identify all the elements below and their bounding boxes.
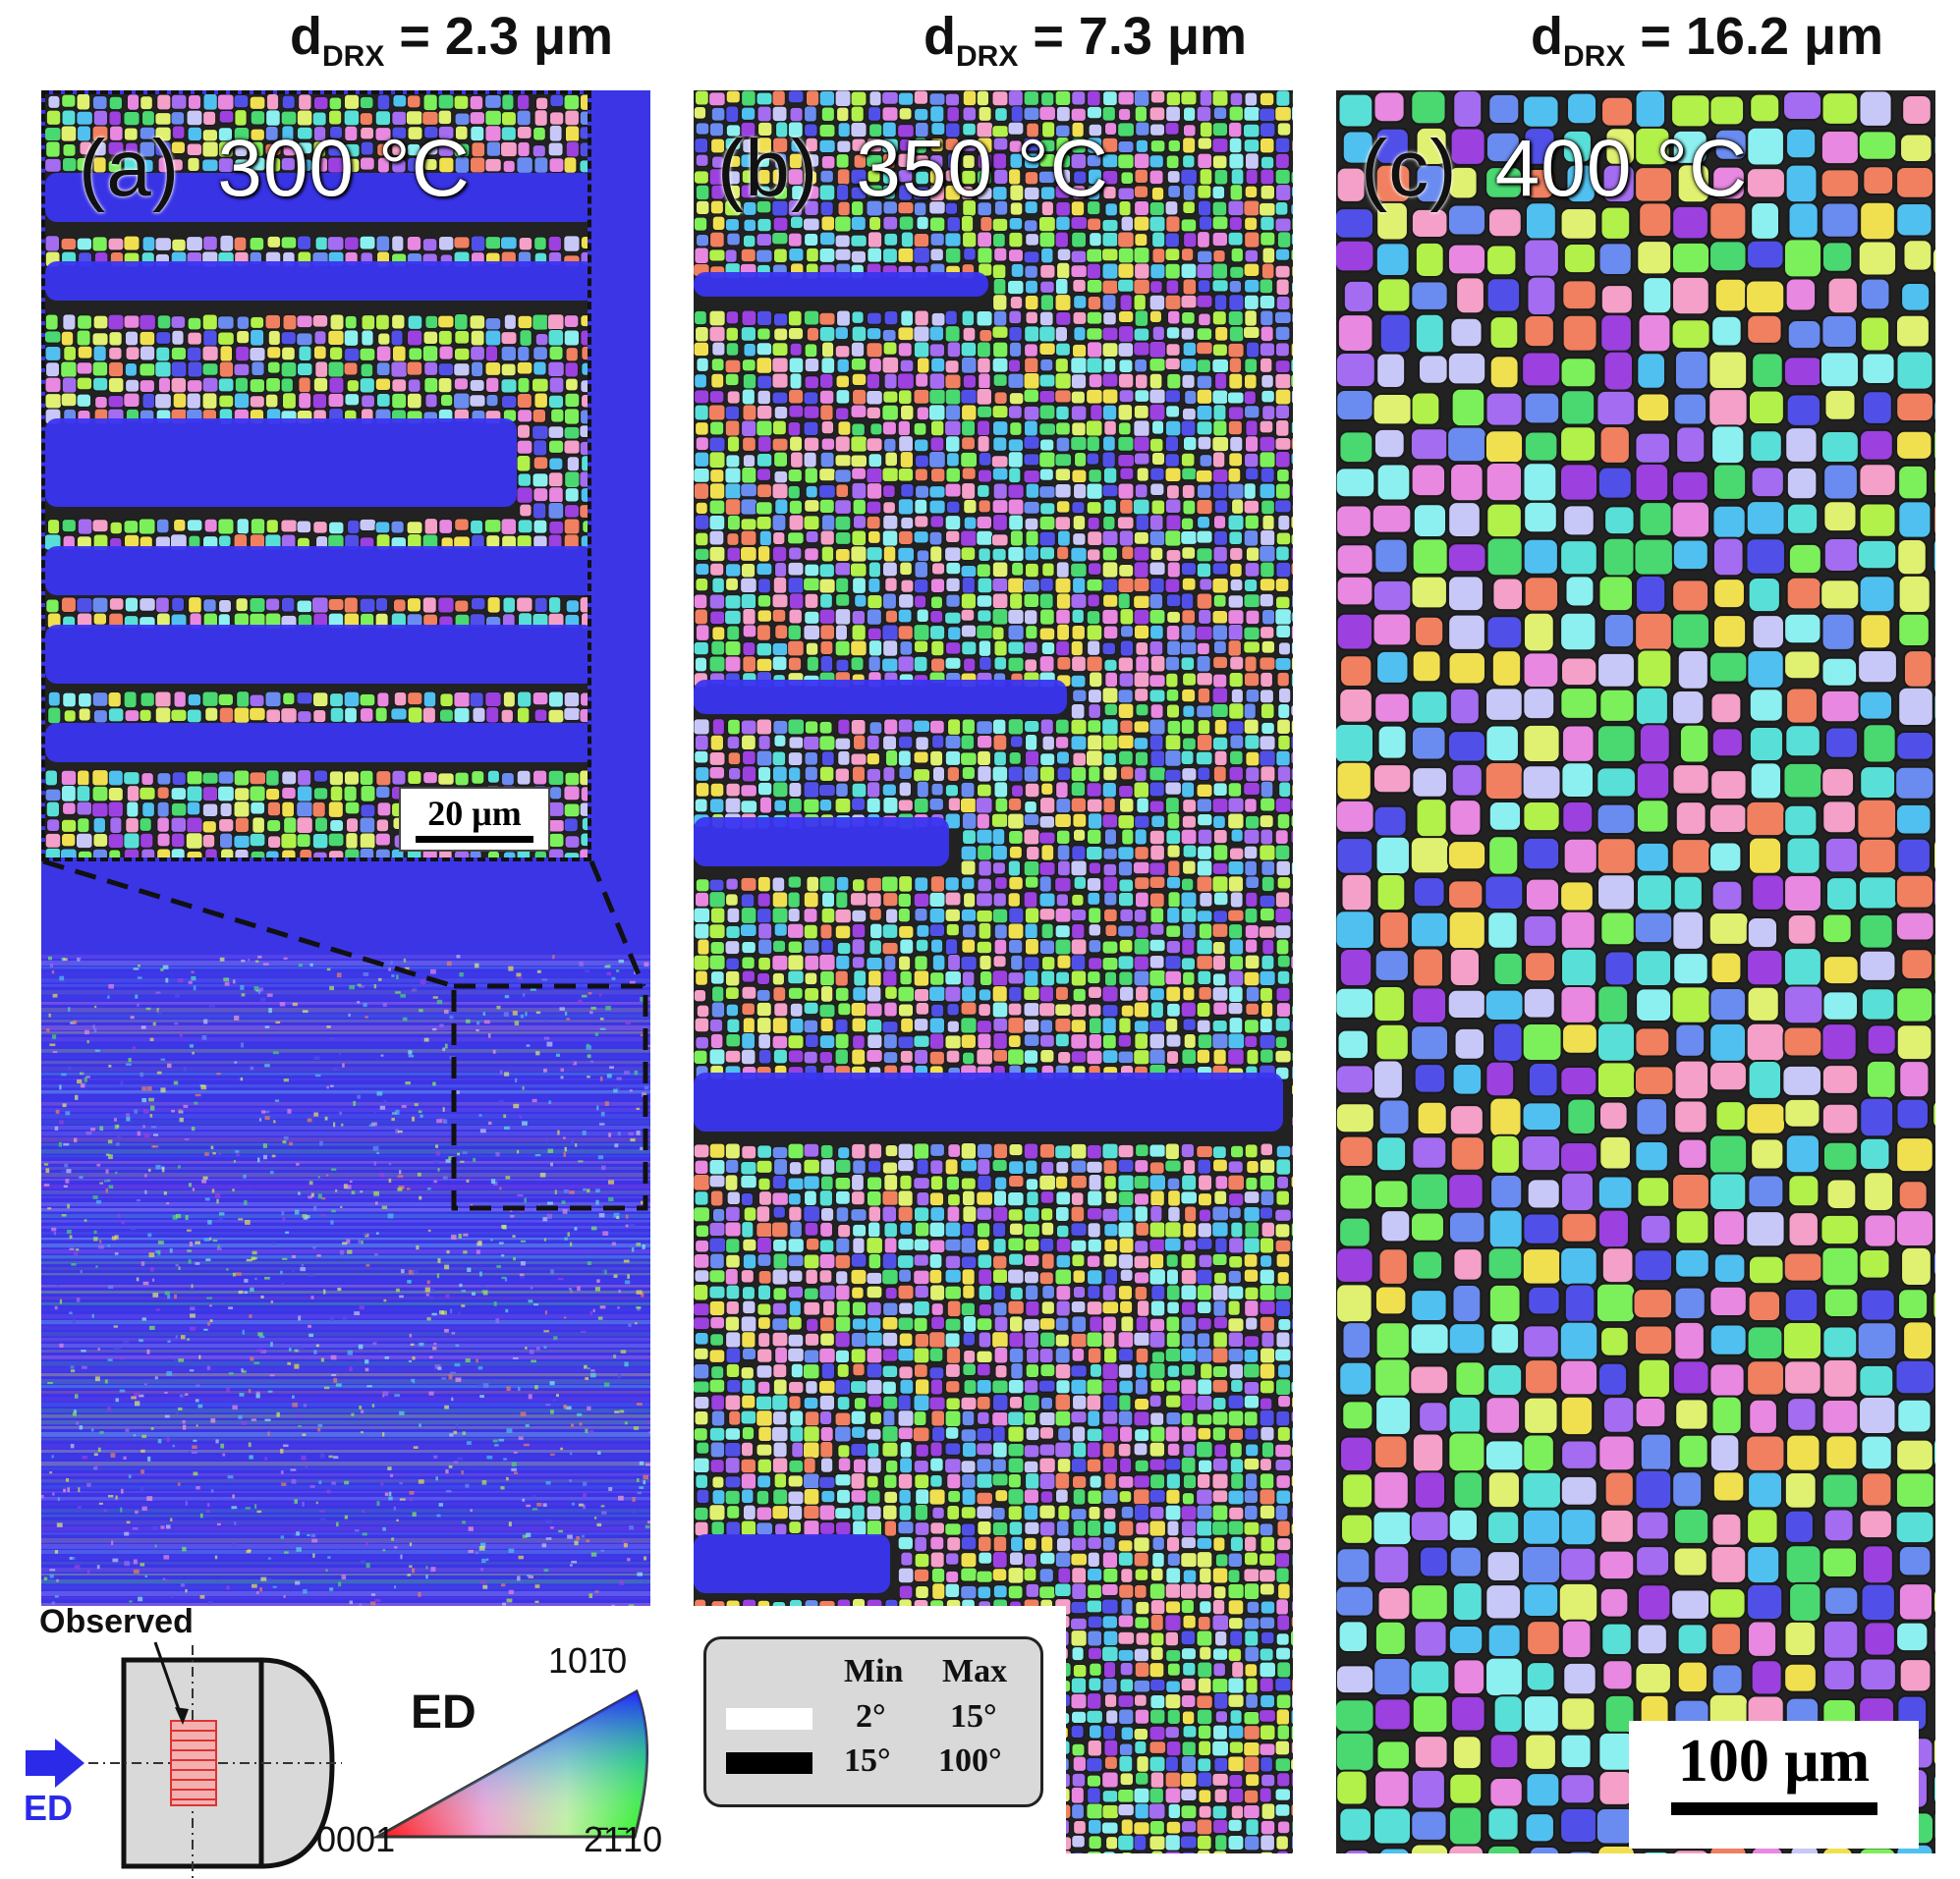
low-angle-min: 2°: [856, 1698, 886, 1735]
panel-a-grain-size-title: dDRX = 2.3 μm: [290, 6, 613, 74]
high-angle-boundary-swatch: [726, 1752, 812, 1774]
ed-arrow-icon: [26, 1739, 84, 1788]
ebsd-inset-image: [45, 94, 588, 857]
ipf-corner-bottom-left: 0001: [316, 1819, 396, 1859]
ipf-direction-label: ED: [411, 1686, 476, 1739]
main-scale-bar-label: 100 μm: [1677, 1728, 1871, 1795]
inset-scale-bar-label: 20 μm: [427, 794, 522, 833]
ipf-corner-bottom-right: 2̄1̄10: [584, 1819, 663, 1859]
high-angle-min: 15°: [844, 1742, 891, 1779]
panel-temperature: 400 °C: [1494, 124, 1749, 213]
panel-b-label: (b) 350 °C: [717, 123, 1109, 215]
panel-letter: (a): [79, 124, 181, 213]
zoom-line-right: [588, 860, 646, 987]
panel-temperature: 300 °C: [217, 124, 471, 213]
observed-label: Observed: [39, 1603, 194, 1640]
panel-a-label: (a) 300 °C: [79, 123, 471, 215]
boundary-min-header: Min: [844, 1653, 904, 1689]
observed-region: [170, 1720, 217, 1806]
panel-b-grain-size-title: dDRX = 7.3 μm: [924, 6, 1247, 74]
main-scale-bar-line: [1670, 1802, 1877, 1815]
ebsd-map-350c: [694, 90, 1293, 1853]
grain-size-value: = 2.3 μm: [399, 7, 614, 66]
sample-schematic: [26, 1641, 649, 1879]
ebsd-inset-zoom: 20 μm: [41, 90, 591, 861]
observed-pointer-head: [175, 1707, 189, 1725]
boundary-max-header: Max: [942, 1653, 1008, 1689]
ebsd-map-400c: 100 μm: [1336, 90, 1935, 1853]
panel-c-grain-size-title: dDRX = 16.2 μm: [1531, 6, 1883, 74]
panel-c-label: (c) 400 °C: [1361, 123, 1748, 215]
boundary-legend: Min Max 2° 15° 15° 100°: [703, 1636, 1043, 1807]
panel-letter: (c): [1361, 124, 1458, 213]
d-subscript: DRX: [956, 40, 1019, 73]
inset-scale-bar: 20 μm: [399, 787, 550, 852]
inset-scale-bar-line: [416, 836, 533, 843]
low-angle-boundary-swatch: [726, 1708, 812, 1730]
d-symbol: d: [290, 7, 322, 66]
observed-hatching: [171, 1730, 216, 1800]
zoom-source-box: [451, 983, 648, 1211]
d-symbol: d: [1531, 7, 1563, 66]
ipf-corner-top: 101̄0: [548, 1640, 628, 1681]
low-angle-max: 15°: [950, 1698, 997, 1735]
ebsd-map-400c-image: [1336, 90, 1935, 1853]
panel-letter: (b): [717, 124, 819, 213]
main-scale-bar: 100 μm: [1629, 1721, 1919, 1849]
grain-size-value: = 7.3 μm: [1033, 7, 1248, 66]
d-subscript: DRX: [322, 40, 385, 73]
d-subscript: DRX: [1563, 40, 1626, 73]
zoom-line-left: [42, 858, 455, 989]
d-symbol: d: [924, 7, 956, 66]
ed-arrow-label: ED: [24, 1788, 74, 1828]
grain-size-value: = 16.2 μm: [1640, 7, 1884, 66]
ipf-triangle-overlay: [377, 1691, 647, 1837]
high-angle-max: 100°: [938, 1742, 1002, 1779]
ebsd-map-350c-image: [694, 90, 1293, 1853]
panel-temperature: 350 °C: [856, 124, 1109, 213]
